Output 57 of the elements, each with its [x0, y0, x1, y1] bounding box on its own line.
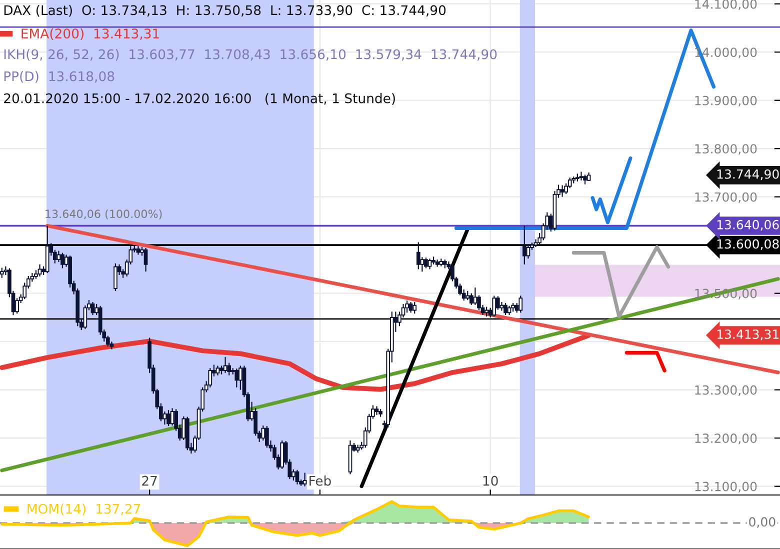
- candlestick: [265, 425, 269, 448]
- chart-title: DAX (Last) O: 13.734,13 H: 13.750,58 L: 13.733,90 C: 13.744,90: [4, 4, 446, 17]
- y-tick-label: 13.800,00: [695, 144, 757, 155]
- y-tick-label: 13.300,00: [695, 385, 757, 396]
- line-series: [590, 156, 632, 224]
- candlestick: [484, 306, 488, 318]
- line-series: [0, 332, 592, 392]
- candlestick: [416, 242, 420, 270]
- y-tick-label: 13.200,00: [695, 434, 757, 444]
- candlestick: [56, 250, 61, 263]
- candlestick: [504, 302, 508, 316]
- candlestick: [208, 368, 212, 388]
- ref-line-label: 0,00: [749, 517, 776, 528]
- candlestick: [0, 267, 4, 278]
- candlestick: [492, 295, 496, 318]
- ref-line-label: 13.600,08: [717, 239, 779, 250]
- candlestick: [428, 258, 432, 270]
- candlestick: [583, 174, 587, 185]
- candlestick: [295, 469, 300, 485]
- annotation: 13.640,06 (100.00%): [46, 209, 162, 220]
- candlestick: [424, 257, 428, 269]
- candlestick: [166, 410, 170, 427]
- annotation: PP(D) 13.618,08: [4, 71, 114, 83]
- candlestick: [408, 301, 413, 314]
- candlestick: [60, 252, 64, 269]
- line-series: [572, 245, 670, 318]
- candlestick: [473, 286, 478, 306]
- candlestick: [405, 300, 409, 314]
- legend-label: EMA(200) 13.413,31: [22, 28, 159, 40]
- candlestick: [507, 305, 512, 316]
- y-tick-label: 13.900,00: [695, 96, 757, 107]
- candlestick: [526, 244, 530, 260]
- x-tick-label: Feb: [310, 476, 331, 486]
- candlestick: [223, 356, 228, 374]
- candlestick: [114, 262, 118, 292]
- x-tick-label: 10: [483, 476, 498, 486]
- candlestick: [518, 295, 523, 314]
- y-tick-label: 13.100,00: [695, 482, 757, 493]
- annotation: 13.744,90: [717, 169, 779, 180]
- annotation: 13.413,31: [717, 329, 779, 340]
- candlestick: [522, 225, 526, 265]
- y-tick-label: 13.700,00: [695, 192, 757, 204]
- candlestick: [90, 301, 95, 316]
- candlestick: [466, 290, 470, 301]
- candlestick: [38, 264, 42, 277]
- annotation: 20.01.2020 15:00 - 17.02.2020 16:00 (1 Monat, 1 Stunde): [4, 93, 395, 105]
- candlestick: [579, 171, 584, 181]
- ref-line-label: 13.640,06: [717, 220, 779, 231]
- candlestick: [234, 368, 239, 388]
- candlestick: [412, 301, 417, 314]
- x-tick-label: 27: [142, 476, 157, 486]
- candlestick: [144, 247, 148, 272]
- candlestick: [216, 365, 220, 376]
- candlestick: [560, 184, 564, 198]
- candlestick: [170, 408, 174, 426]
- legend-label: MOM(14) 137,27: [28, 504, 140, 516]
- annotation: IKH(9, 26, 52, 26) 13.603,77 13.708,43 13.656,10 13.579,34 13.744,90: [4, 49, 497, 61]
